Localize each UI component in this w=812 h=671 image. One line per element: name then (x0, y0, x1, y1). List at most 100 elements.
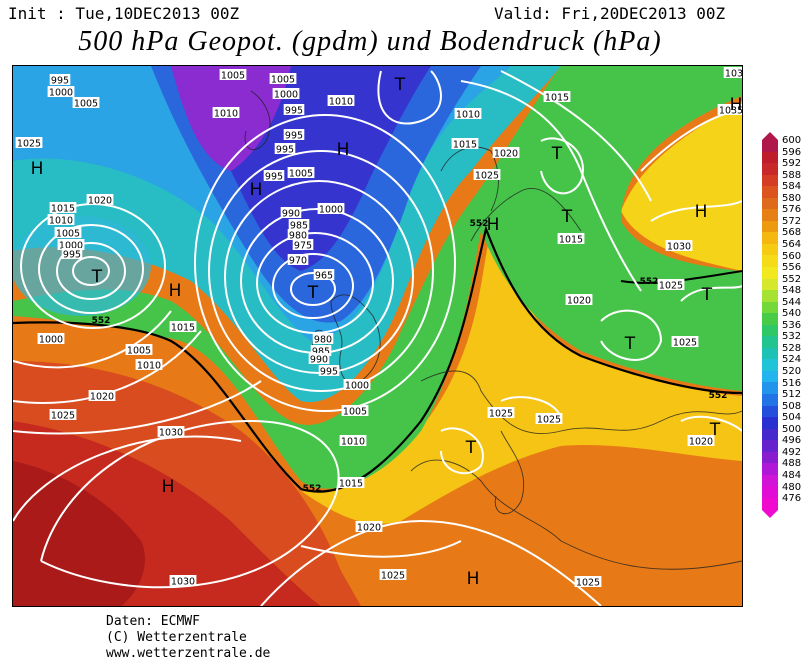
isobar-label: 1010 (47, 214, 75, 227)
colorbar-segment (762, 174, 778, 187)
svg-text:1005: 1005 (221, 71, 245, 82)
svg-text:1015: 1015 (339, 479, 363, 490)
svg-text:103: 103 (725, 69, 742, 80)
svg-text:970: 970 (289, 256, 307, 267)
svg-text:1025: 1025 (576, 578, 600, 589)
line-552-label: 552 (303, 484, 322, 494)
low-pressure-marker: T (561, 207, 573, 227)
isobar-label: 995 (274, 143, 296, 156)
isobar-label: 1005 (72, 97, 100, 110)
colorbar-tick-label: 596 (782, 146, 802, 158)
colorbar-segment (762, 405, 778, 418)
svg-text:1020: 1020 (567, 296, 591, 307)
isobar-label: 1025 (15, 137, 43, 150)
isobar-label: 1020 (565, 294, 593, 307)
colorbar-segment (762, 278, 778, 291)
high-pressure-marker: H (250, 180, 263, 200)
credit-website[interactable]: www.wetterzentrale.de (106, 646, 271, 661)
isobar-label: 995 (61, 248, 83, 261)
svg-text:1030: 1030 (159, 428, 183, 439)
colorbar-tick-label: 504 (782, 412, 802, 424)
colorbar-segment (762, 151, 778, 164)
colorbar-segment (762, 394, 778, 406)
colorbar-top-cap (762, 132, 778, 140)
colorbar-tick-label: 540 (782, 308, 802, 320)
isobars (13, 70, 742, 606)
high-pressure-marker: H (162, 477, 175, 497)
svg-text:1000: 1000 (274, 90, 298, 101)
high-pressure-marker: H (169, 281, 182, 301)
colorbar-segment (762, 301, 778, 314)
svg-text:1000: 1000 (345, 381, 369, 392)
isobar-label: 1020 (355, 521, 383, 534)
svg-text:995: 995 (63, 250, 81, 261)
svg-text:1010: 1010 (214, 109, 238, 120)
svg-text:1005: 1005 (343, 407, 367, 418)
svg-text:1025: 1025 (475, 171, 499, 182)
colorbar-segment (762, 428, 778, 441)
isobar-label: 1015 (451, 138, 479, 151)
line-552-label: 552 (470, 219, 489, 229)
isobar-label: 995 (263, 170, 285, 183)
colorbar-bottom-cap (762, 509, 778, 518)
isobar-label: 990 (280, 207, 302, 220)
colorbar-segment (762, 382, 778, 395)
svg-text:1030: 1030 (667, 242, 691, 253)
colorbar-segment (762, 209, 778, 221)
colorbar-segment (762, 267, 778, 279)
colorbar-segment (762, 324, 778, 337)
line-552 (13, 225, 742, 493)
isobar-label: 1020 (88, 390, 116, 403)
svg-text:1025: 1025 (659, 281, 683, 292)
low-pressure-marker: T (551, 144, 563, 164)
colorbar-tick-label: 524 (782, 354, 802, 366)
colorbar-segment (762, 463, 778, 475)
isobar-label: 1010 (212, 107, 240, 120)
isobar-label: 1025 (487, 407, 515, 420)
isobar-label: 1025 (379, 569, 407, 582)
svg-text:1015: 1015 (171, 323, 195, 334)
isobar-label: 1015 (169, 321, 197, 334)
isobar-label: 1010 (135, 359, 163, 372)
colorbar-tick-label: 568 (782, 227, 802, 239)
svg-text:1025: 1025 (537, 415, 561, 426)
credit-copyright: (C) Wetterzentrale (106, 630, 247, 645)
valid-time: Valid: Fri,20DEC2013 00Z (494, 4, 726, 23)
colorbar-tick-label: 548 (782, 285, 802, 297)
credit-data-source: Daten: ECMWF (106, 614, 200, 629)
colorbar-segment (762, 197, 778, 210)
isobar-label: 1030 (169, 575, 197, 588)
colorbar-segment (762, 220, 778, 233)
svg-text:1000: 1000 (49, 88, 73, 99)
svg-text:1015: 1015 (51, 204, 75, 215)
isobar-label: 980 (312, 333, 334, 346)
colorbar-segment (762, 451, 778, 464)
svg-text:1000: 1000 (39, 335, 63, 346)
colorbar-segment (762, 347, 778, 360)
svg-text:1005: 1005 (74, 99, 98, 110)
isobar-label: 1020 (492, 147, 520, 160)
isobar-label: 1020 (687, 435, 715, 448)
colorbar-segment (762, 497, 778, 510)
svg-text:995: 995 (285, 106, 303, 117)
svg-text:980: 980 (314, 335, 332, 346)
svg-text:1000: 1000 (59, 241, 83, 252)
svg-text:975: 975 (294, 241, 312, 252)
svg-text:1010: 1010 (456, 110, 480, 121)
line-552-label: 552 (92, 316, 111, 326)
svg-text:1020: 1020 (357, 523, 381, 534)
svg-text:1010: 1010 (49, 216, 73, 227)
colorbar-tick-label: 564 (782, 238, 802, 250)
isobar-label: 970 (287, 254, 309, 267)
colorbar-tick-label: 580 (782, 192, 802, 204)
svg-text:990: 990 (282, 209, 300, 220)
isobar-label: 1005 (54, 227, 82, 240)
low-pressure-marker: T (91, 267, 103, 287)
colorbar-tick-label: 600 (782, 135, 802, 146)
isobar-label: 1000 (57, 239, 85, 252)
colorbar-tick-label: 588 (782, 169, 802, 181)
svg-text:1020: 1020 (90, 392, 114, 403)
field-orange-red (13, 361, 361, 606)
isobar-label: 1000 (272, 88, 300, 101)
isobar-label: 1015 (337, 477, 365, 490)
